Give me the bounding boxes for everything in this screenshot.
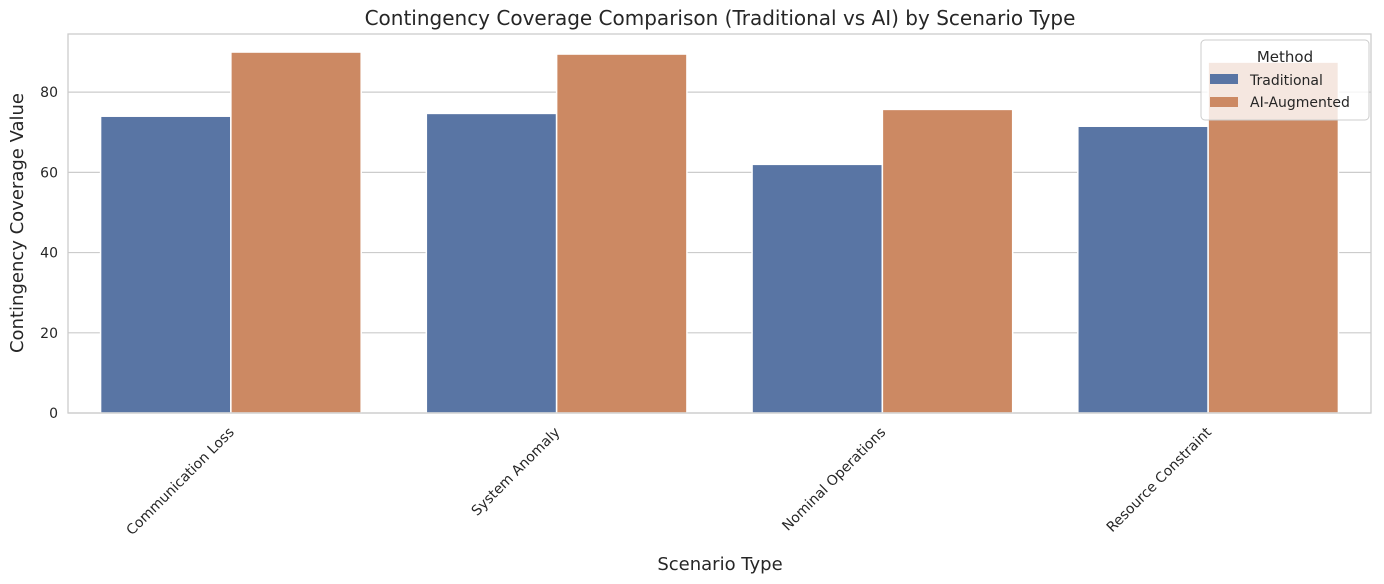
legend-box bbox=[1200, 39, 1370, 121]
bar-ai-augmented-resource-constraint bbox=[1207, 61, 1340, 414]
bar-ai-augmented-communication-loss bbox=[230, 51, 362, 414]
x-axis-label: Scenario Type bbox=[657, 554, 782, 575]
y-tick-label: 40 bbox=[40, 246, 58, 262]
plot-frame bbox=[67, 33, 1372, 414]
legend-title: Method bbox=[1257, 48, 1313, 66]
y-tick-label: 80 bbox=[40, 85, 58, 101]
legend-label-traditional: Traditional bbox=[1249, 73, 1323, 89]
bar-ai-augmented-nominal-operations bbox=[881, 108, 1014, 414]
x-tick-label: Resource Constraint bbox=[1104, 424, 1216, 536]
y-tick-label: 0 bbox=[49, 406, 58, 422]
bar-traditional-resource-constraint bbox=[1077, 125, 1209, 414]
y-tick-label: 20 bbox=[40, 326, 58, 342]
x-tick-label: System Anomaly bbox=[469, 425, 564, 520]
bar-traditional-nominal-operations bbox=[751, 163, 884, 414]
y-tick-label: 60 bbox=[40, 165, 58, 181]
legend-label-ai-augmented: AI-Augmented bbox=[1250, 95, 1350, 111]
bar-traditional-system-anomaly bbox=[425, 112, 558, 414]
y-tick-labels: 0 20 40 60 80 bbox=[40, 85, 58, 422]
y-axis-label: Contingency Coverage Value bbox=[7, 93, 28, 353]
bar-traditional-communication-loss bbox=[99, 115, 232, 414]
x-tick-label: Nominal Operations bbox=[779, 425, 889, 535]
x-tick-labels: Communication Loss System Anomaly Nominal … bbox=[123, 424, 1215, 539]
bar-ai-augmented-system-anomaly bbox=[555, 53, 688, 414]
legend: Method Traditional AI-Augmented bbox=[1200, 39, 1370, 121]
legend-swatch-traditional bbox=[1210, 74, 1238, 84]
x-tick-label: Communication Loss bbox=[123, 425, 237, 539]
bars bbox=[99, 51, 1340, 414]
legend-swatch-ai-augmented bbox=[1210, 97, 1238, 107]
chart-title: Contingency Coverage Comparison (Traditi… bbox=[365, 6, 1076, 30]
